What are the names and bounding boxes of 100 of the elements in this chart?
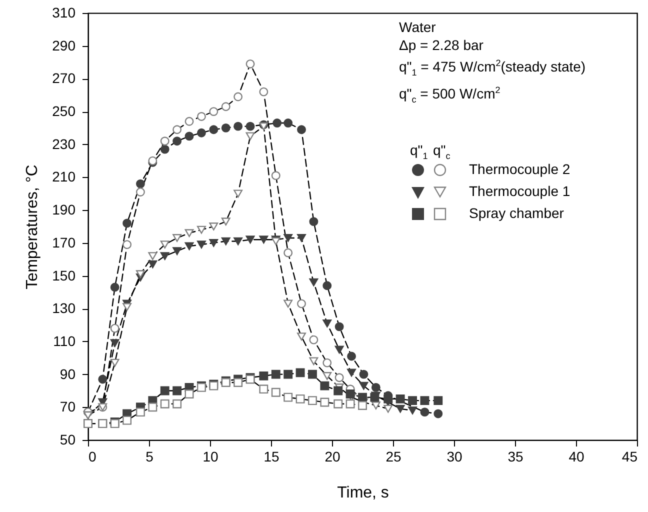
annotation: q"$_{1}$ (410, 142, 428, 161)
point (296, 368, 305, 378)
annotation: Water (399, 18, 437, 36)
point (346, 390, 355, 398)
point (221, 237, 230, 246)
x-tick-label: 15 (264, 448, 280, 464)
point (172, 136, 182, 146)
point (136, 188, 145, 196)
point (196, 226, 206, 234)
x-tick-label: 5 (146, 448, 154, 464)
point (347, 352, 356, 361)
point (358, 401, 367, 410)
y-tick-label: 190 (52, 202, 76, 218)
point (259, 236, 268, 244)
point (110, 282, 120, 292)
point (136, 270, 145, 278)
point (122, 303, 132, 311)
point (234, 122, 243, 131)
point (384, 394, 393, 404)
point (284, 234, 293, 242)
point (284, 392, 293, 402)
x-tick-label: 20 (324, 448, 340, 464)
annotation: q"$_{1}$ = 475 W/cm$^{2}$(steady state) (399, 57, 586, 80)
annotation: Δp = 2.28 bar (399, 36, 484, 54)
y-axis-title: Temperatures, °C (24, 164, 42, 290)
point (346, 399, 355, 408)
point (271, 388, 280, 397)
point (297, 332, 306, 340)
point (309, 357, 318, 366)
annotation: q"$_{c}$ (433, 142, 450, 161)
point (172, 386, 182, 396)
point (259, 384, 268, 394)
x-tick-label: 10 (202, 448, 218, 464)
point (184, 132, 194, 141)
point (322, 372, 332, 380)
y-tick-label: 210 (52, 168, 76, 185)
point (271, 370, 280, 379)
y-tick-label: 310 (52, 4, 76, 20)
point (184, 229, 194, 238)
point (434, 396, 443, 406)
point (136, 179, 145, 188)
y-tick-label: 150 (52, 267, 76, 284)
x-tick-label: 25 (386, 448, 402, 464)
y-tick-label: 70 (60, 398, 76, 415)
point (347, 368, 356, 377)
y-tick-label: 50 (60, 432, 76, 448)
point (246, 122, 255, 131)
y-tick-label: 170 (52, 234, 76, 250)
y-tick-label: 110 (53, 332, 76, 349)
point (234, 237, 243, 246)
point (308, 370, 317, 379)
point (259, 87, 268, 96)
point (334, 322, 344, 332)
annotation: q"$_{c}$ = 500 W/cm$^{2}$ (399, 84, 502, 107)
point (196, 128, 206, 138)
point (272, 118, 282, 128)
point (420, 408, 430, 417)
point (172, 399, 182, 408)
point (246, 132, 255, 140)
y-tick-label: 250 (52, 103, 76, 120)
x-tick-label: 35 (508, 448, 524, 464)
point (371, 402, 380, 410)
x-tick-label: 40 (568, 448, 584, 464)
point (259, 371, 268, 380)
point (184, 116, 194, 126)
point (209, 238, 218, 247)
point (122, 218, 132, 228)
point (308, 396, 317, 406)
point (359, 370, 368, 379)
point (284, 370, 293, 379)
point (309, 217, 318, 226)
point (160, 386, 170, 396)
point (110, 358, 120, 367)
point (408, 396, 417, 406)
point (297, 234, 306, 242)
point (246, 236, 255, 244)
point (160, 240, 170, 249)
point (209, 222, 218, 230)
point (98, 374, 108, 384)
point (234, 190, 243, 198)
point (320, 398, 330, 407)
x-tick-label: 45 (622, 448, 638, 464)
point (296, 394, 305, 404)
x-axis-title: Time, s (337, 484, 389, 502)
point (420, 396, 430, 406)
y-tick-label: 270 (52, 70, 76, 86)
point (122, 416, 132, 425)
point (284, 118, 293, 128)
point (309, 335, 318, 344)
point (148, 252, 158, 260)
point (234, 378, 243, 387)
point (322, 281, 332, 290)
point (160, 252, 170, 260)
point (221, 123, 230, 132)
point (184, 242, 194, 250)
point (297, 125, 306, 134)
point (209, 125, 218, 134)
legend-label: Thermocouple 1 (469, 183, 570, 199)
y-tick-label: 230 (52, 136, 76, 152)
point (160, 144, 170, 154)
